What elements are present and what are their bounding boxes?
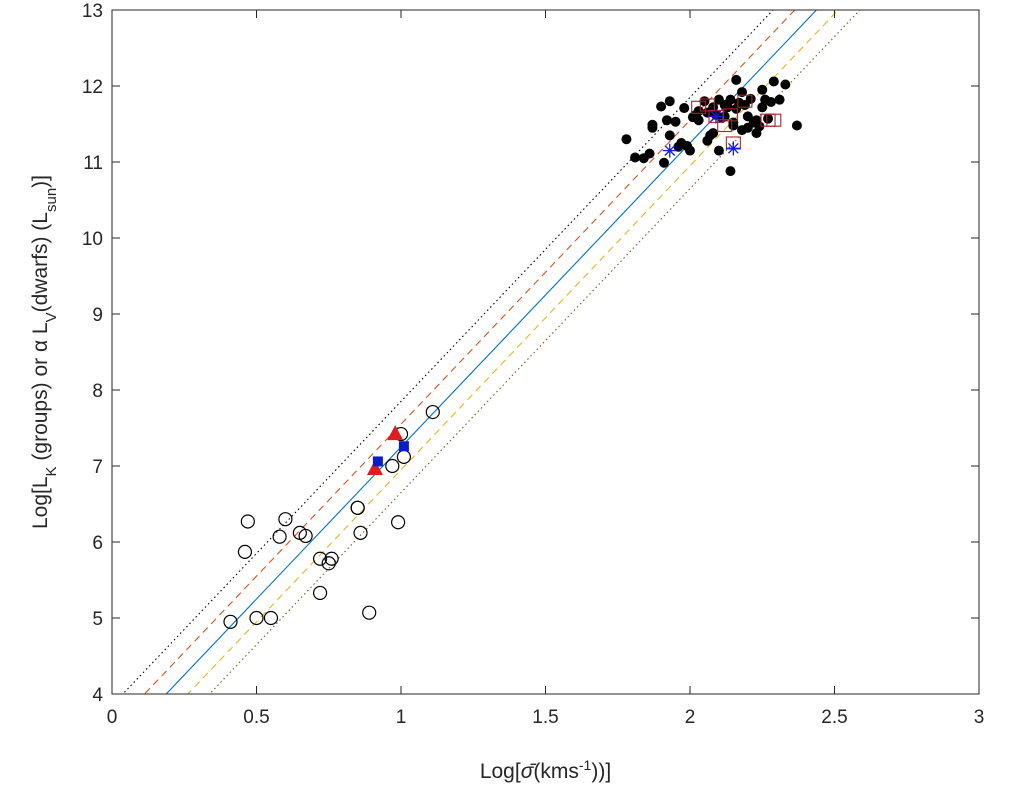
open-circle-point	[272, 529, 287, 544]
open-circle-point	[391, 515, 406, 530]
filled-circle-point	[754, 121, 765, 132]
y-tick-label: 8	[92, 381, 103, 402]
filled-circle-point	[731, 74, 742, 85]
star-point	[709, 109, 724, 124]
data-markers	[223, 74, 802, 629]
x-tick-label: 1	[396, 707, 407, 728]
open-circle-point	[223, 614, 238, 629]
filled-circle-point	[757, 84, 768, 95]
x-tick-label: 0	[107, 707, 118, 728]
open-square-point	[717, 118, 733, 133]
y-tick-label: 9	[92, 305, 103, 326]
y-tick-label: 13	[82, 1, 103, 22]
open-circle-point	[353, 525, 368, 540]
filled-circle-point	[664, 130, 675, 141]
filled-circle-point	[780, 79, 791, 90]
filled-circle-point	[693, 115, 704, 126]
filled-circle-point	[664, 96, 675, 107]
fit-line-dashed	[143, 10, 796, 694]
open-circle-point	[312, 585, 328, 601]
x-tick-label: 3	[974, 707, 985, 728]
filled-circle-point	[774, 94, 785, 105]
star-point	[726, 141, 741, 156]
open-circle-point	[312, 551, 328, 566]
open-circle-point	[263, 610, 279, 626]
filled-circle-point	[670, 116, 681, 127]
filled-circle-point	[702, 135, 713, 146]
y-tick-label: 4	[92, 685, 103, 706]
x-tick-label: 2.5	[821, 707, 847, 728]
open-circle-point	[278, 512, 293, 527]
filled-circle-point	[685, 145, 695, 156]
open-circle-point	[298, 528, 313, 544]
filled-circle-point	[742, 122, 753, 133]
filled-circle-point	[719, 111, 730, 122]
filled-circle-point	[757, 102, 768, 113]
open-circle-point	[321, 556, 336, 571]
filled-circle-point	[679, 103, 690, 114]
x-tick-label: 2	[685, 707, 696, 728]
filled-circle-point	[725, 166, 736, 177]
star-point	[662, 143, 677, 158]
fit-line-solid	[165, 10, 818, 694]
filled-square-point	[372, 456, 383, 467]
open-square-point	[691, 100, 707, 114]
axis-ticks: 0 0.5 1 1.5 2 2.5 3 4 5 6 7 8 9 10 11 12 13	[82, 1, 984, 728]
y-tick-label: 6	[92, 533, 103, 554]
y-tick-label: 7	[92, 457, 103, 478]
open-circle-point	[240, 514, 255, 529]
filled-circle-point	[768, 76, 779, 87]
open-square-point	[737, 94, 753, 108]
filled-circle-point	[719, 100, 730, 110]
filled-circle-point	[791, 120, 802, 131]
filled-circle-point	[630, 152, 641, 163]
filled-circle-point	[621, 134, 632, 145]
filled-circle-point	[708, 128, 719, 139]
open-circle-point	[249, 610, 264, 626]
plot-area	[112, 10, 979, 694]
filled-circle-point	[765, 96, 776, 107]
x-axis-label: Log[σ̄(kms-1))]	[480, 757, 611, 783]
open-circle-point	[425, 404, 440, 420]
open-square-point	[699, 98, 715, 112]
filled-square-point	[398, 441, 409, 452]
filled-circle-point	[745, 93, 756, 104]
x-tick-label: 0.5	[243, 707, 269, 728]
filled-triangle-point	[387, 425, 404, 441]
filled-circle-point	[713, 145, 724, 156]
y-tick-label: 10	[82, 229, 103, 250]
filled-triangle-point	[366, 460, 383, 476]
open-circle-point	[350, 500, 365, 515]
y-axis-label: Log[LK (groups) or α LV(dwarfs) (Lsun)]	[29, 175, 60, 529]
y-tick-label: 12	[82, 77, 103, 98]
open-circle-point	[324, 551, 339, 566]
filled-circle-point	[661, 115, 672, 126]
y-tick-label: 5	[92, 609, 103, 630]
filled-circle-point	[644, 148, 655, 159]
open-square-point	[722, 108, 739, 122]
open-circle-point	[385, 458, 400, 474]
open-square-point	[766, 113, 782, 127]
y-tick-label: 11	[83, 153, 103, 174]
x-tick-label: 1.5	[532, 707, 558, 728]
filled-circle-point	[656, 101, 667, 112]
filled-circle-point	[737, 87, 748, 98]
filled-circle-point	[658, 157, 669, 168]
filled-circle-point	[763, 113, 774, 124]
open-circle-point	[237, 544, 253, 559]
filled-circle-point	[647, 119, 658, 130]
open-circle-point	[362, 605, 377, 620]
fit-line-dotted	[208, 10, 861, 694]
